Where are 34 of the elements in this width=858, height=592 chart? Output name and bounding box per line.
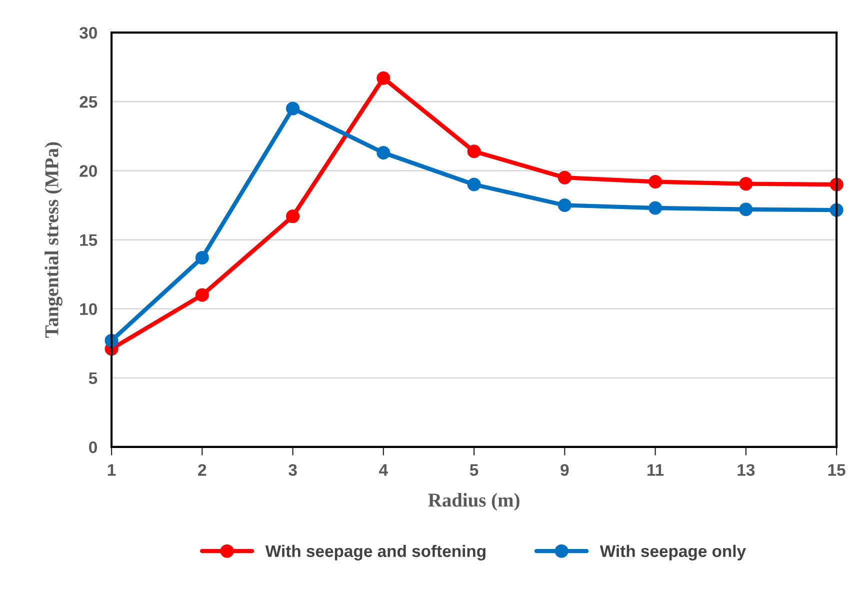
point [286,210,300,224]
x-tick-label: 5 [470,464,478,476]
y-tick-label: 25 [80,96,98,108]
point [558,170,572,184]
x-axis-title: Radius (m) [428,493,520,511]
point [376,71,390,85]
point [558,198,572,212]
point [195,250,209,264]
y-tick-label: 30 [79,26,97,39]
point [739,202,753,216]
point [286,102,300,116]
x-tick-label: 1 [108,464,116,476]
x-tick-label: 3 [288,464,297,476]
point [376,146,390,160]
point [648,174,662,189]
x-tick-label: 4 [379,464,388,476]
point [467,144,481,158]
point [195,288,209,302]
point [739,177,753,191]
legend-label: With seepage only [600,544,746,560]
x-tick-label: 13 [738,464,755,476]
y-tick-label: 5 [88,372,98,384]
x-tick-label: 15 [828,464,846,476]
y-tick-label: 20 [80,165,97,177]
y-axis-title: Tangential stress (MPa) [44,142,62,338]
point [648,201,662,215]
y-tick-label: 10 [80,303,97,316]
x-tick-label: 11 [648,464,664,476]
y-tick-label: 15 [80,234,98,246]
point [467,178,481,192]
legend-label: With seepage and softening [265,544,486,560]
y-tick-label: 0 [89,441,97,454]
x-tick-label: 2 [198,464,206,476]
x-tick-label: 9 [560,464,569,476]
